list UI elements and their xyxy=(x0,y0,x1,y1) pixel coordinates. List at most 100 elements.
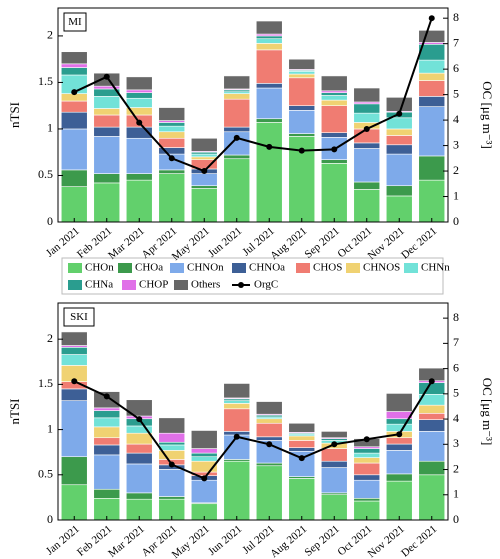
bar-segment xyxy=(385,185,413,197)
bar-segment xyxy=(158,122,186,127)
bar-segment xyxy=(93,114,121,128)
bar-segment xyxy=(223,93,251,100)
oc-marker xyxy=(168,155,175,162)
bar-segment xyxy=(418,460,446,476)
legend-label: CHOP xyxy=(139,279,168,291)
bar-segment xyxy=(93,407,121,411)
legend-label: CHNa xyxy=(85,279,113,291)
bar-segment xyxy=(223,154,251,160)
bar-segment xyxy=(93,173,121,184)
bar-segment xyxy=(320,448,348,462)
legend-label: CHOS xyxy=(313,262,342,274)
bar-segment xyxy=(353,452,381,458)
bar-segment xyxy=(288,447,316,452)
bar-segment xyxy=(320,92,348,96)
oc-marker xyxy=(71,89,78,96)
bar-segment xyxy=(158,107,186,121)
bar-segment xyxy=(353,181,381,190)
bar-segment xyxy=(125,89,153,93)
bar-segment xyxy=(320,431,348,439)
legend-label: CHNOa xyxy=(249,262,285,274)
bar-segment xyxy=(385,437,413,445)
bar-segment xyxy=(288,77,316,106)
bar-segment xyxy=(158,441,186,446)
bar-segment xyxy=(255,35,283,40)
bar-segment xyxy=(255,49,283,84)
bar-segment xyxy=(158,432,186,443)
y2-tick-label: 6 xyxy=(453,61,459,75)
bar-segment xyxy=(223,158,251,223)
bar-segment xyxy=(190,430,218,449)
bar-segment xyxy=(223,403,251,410)
bar-segment xyxy=(60,111,88,130)
y2-tick-label: 4 xyxy=(453,411,459,425)
bar-segment xyxy=(60,51,88,65)
bar-segment xyxy=(190,137,218,152)
oc-marker xyxy=(201,168,208,175)
legend-swatch xyxy=(296,263,310,273)
bar-segment xyxy=(385,128,413,136)
oc-line xyxy=(73,17,433,173)
legend-label: CHOa xyxy=(135,262,163,274)
legend-swatch xyxy=(68,263,82,273)
bar-segment xyxy=(385,480,413,521)
bar-segment xyxy=(125,76,153,91)
y2-tick-label: 8 xyxy=(453,10,459,24)
y-axis-label: nTSI xyxy=(7,102,22,128)
bar-segment xyxy=(418,179,446,223)
oc-marker xyxy=(298,147,305,154)
x-tick-label: Sep 2021 xyxy=(302,225,341,261)
bar-segment xyxy=(93,437,121,446)
oc-line xyxy=(73,380,433,480)
bar-segment xyxy=(190,456,218,462)
x-tick-label: Dec 2021 xyxy=(399,523,439,559)
x-tick-label: Jun 2021 xyxy=(206,225,244,260)
bar-segment xyxy=(223,126,251,133)
bar-segment xyxy=(60,128,88,171)
bar-segment xyxy=(255,422,283,438)
bar-segment xyxy=(190,479,218,504)
bar-segment xyxy=(158,137,186,148)
oc-marker xyxy=(136,416,143,423)
legend-swatch xyxy=(404,263,418,273)
bar-segment xyxy=(255,83,283,89)
x-tick-label: Aug 2021 xyxy=(268,523,309,559)
bar-segment xyxy=(288,110,316,134)
bar-segment xyxy=(418,404,446,414)
bar-segment xyxy=(125,173,153,181)
panel-label-box xyxy=(63,12,87,32)
bar-segment xyxy=(255,462,283,467)
panel-label: MI xyxy=(68,16,82,28)
y2-tick-label: 0 xyxy=(453,214,459,228)
bar-segment xyxy=(158,444,186,451)
bar-segment xyxy=(320,159,348,164)
oc-marker xyxy=(363,436,370,443)
bar-segment xyxy=(125,452,153,465)
y-tick-label: 2 xyxy=(47,28,53,42)
y2-tick-label: 7 xyxy=(453,35,459,49)
bar-segment xyxy=(255,401,283,415)
bar-segment xyxy=(385,393,413,412)
bar-segment xyxy=(223,98,251,128)
bar-segment xyxy=(288,422,316,433)
bar-segment xyxy=(320,95,348,101)
legend-label: CHNn xyxy=(421,262,450,274)
bar-segment xyxy=(60,354,88,366)
bar-segment xyxy=(60,331,88,346)
bar-segment xyxy=(353,474,381,481)
bar-segment xyxy=(288,70,316,75)
bar-segment xyxy=(93,182,121,223)
bar-segment xyxy=(158,125,186,133)
bar-segment xyxy=(320,105,348,133)
bar-segment xyxy=(385,423,413,432)
bar-segment xyxy=(353,112,381,123)
y2-axis-label: OC [μg m⁻³] xyxy=(480,81,495,149)
bar-segment xyxy=(255,122,283,223)
y-tick-label: 1 xyxy=(47,421,53,435)
oc-marker xyxy=(233,433,240,440)
bar-segment xyxy=(158,131,186,139)
bar-segment xyxy=(353,142,381,149)
oc-marker xyxy=(103,393,110,400)
bar-segment xyxy=(223,383,251,399)
bar-segment xyxy=(223,400,251,404)
